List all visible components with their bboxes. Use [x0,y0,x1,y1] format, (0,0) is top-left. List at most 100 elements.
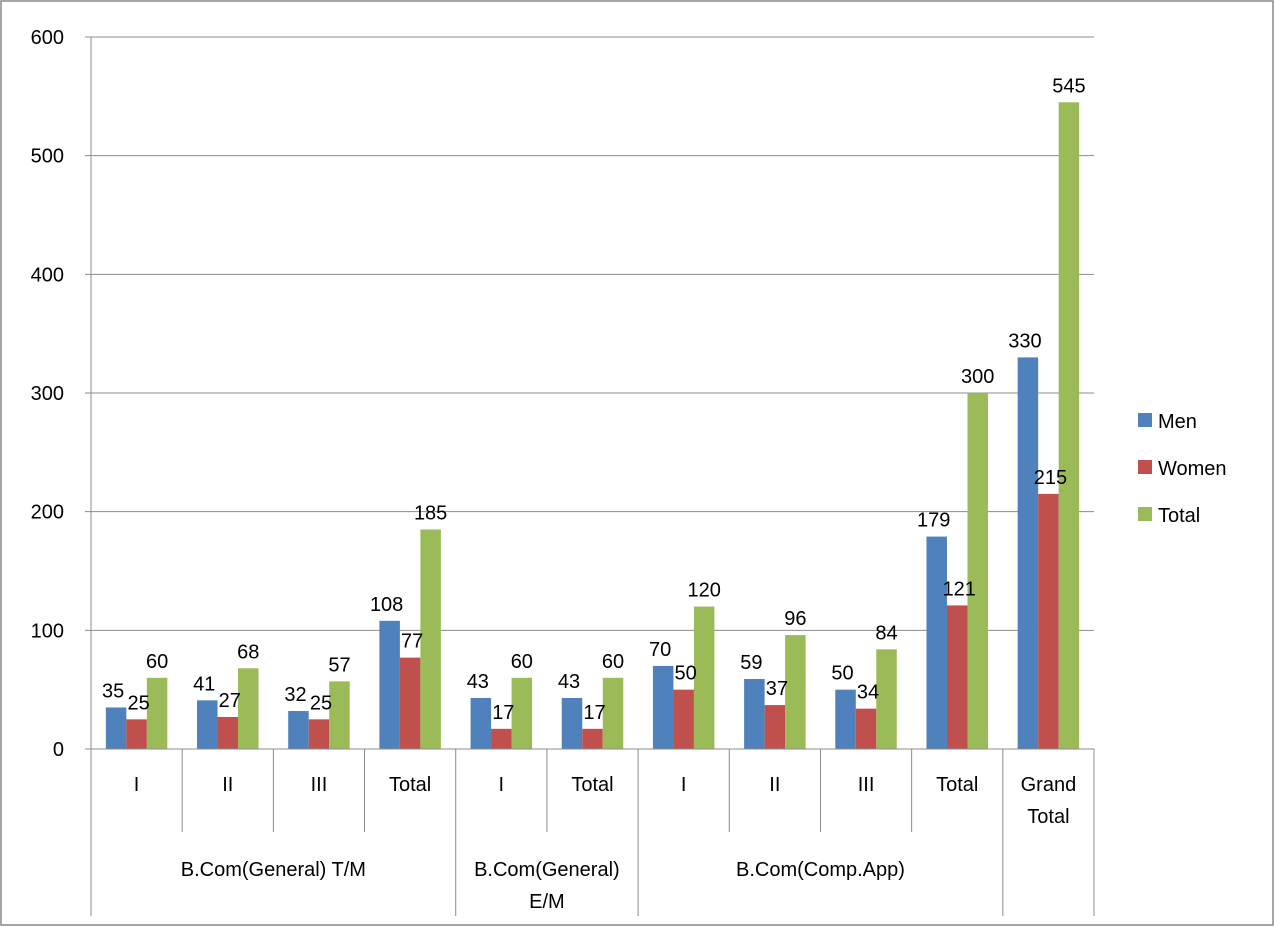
bar-women-6 [673,689,694,749]
bar-women-9 [946,605,968,749]
group-label: B.Com(General) [474,859,620,881]
group-label: B.Com(Comp.App) [736,859,905,881]
bar-men-2 [288,711,309,749]
data-label-men: 43 [558,671,580,693]
bar-total-8 [876,649,897,749]
bar-total-4 [511,677,533,749]
data-label-men: 35 [102,680,124,702]
data-label-men: 330 [1008,330,1041,352]
legend-swatch-women [1138,460,1152,474]
bar-total-1 [238,668,259,749]
category-label: I [134,774,140,796]
bar-total-2 [329,681,350,749]
data-label-women: 121 [943,578,976,600]
y-tick-label: 500 [31,146,64,168]
data-label-women: 17 [492,702,514,724]
bar-women-2 [308,719,330,749]
bar-total-0 [146,677,168,749]
bar-men-6 [652,665,674,749]
bar-men-8 [835,689,856,749]
y-tick-label: 600 [31,27,64,49]
data-label-total: 300 [961,366,994,388]
category-label: Total [389,774,431,796]
legend-label-total: Total [1158,505,1200,527]
data-label-men: 59 [740,652,762,674]
legend-swatch-total [1138,507,1152,521]
bar-women-0 [126,719,147,749]
category-label: Grand [1021,774,1077,796]
data-label-men: 41 [193,673,215,695]
bar-women-10 [1038,493,1059,749]
bar-total-3 [420,529,441,749]
y-tick-label: 300 [31,383,64,405]
data-label-men: 32 [284,684,306,706]
category-label: III [311,774,328,796]
bar-women-3 [399,657,421,749]
data-label-women: 50 [675,663,697,685]
legend-swatch-men [1138,413,1152,427]
bar-men-7 [744,678,765,749]
gridlines [85,36,1094,750]
bar-men-4 [470,697,492,749]
data-label-women: 25 [127,692,149,714]
bar-total-9 [967,393,988,749]
category-label: Total [571,774,613,796]
bar-total-10 [1058,102,1080,750]
bar-total-7 [785,635,806,749]
category-label: I [499,774,505,796]
y-tick-label: 200 [31,502,64,524]
y-tick-label: 0 [53,739,64,761]
bar-men-0 [105,707,127,749]
data-label-total: 60 [511,651,533,673]
category-label: I [681,774,687,796]
data-label-women: 37 [766,678,788,700]
legend: Men Women Total [1138,411,1227,527]
data-label-women: 27 [219,690,241,712]
data-label-total: 60 [146,651,168,673]
bar-women-8 [855,708,877,749]
data-label-women: 17 [583,702,605,724]
group-label: E/M [529,891,565,913]
category-label: III [858,774,875,796]
data-label-total: 185 [414,502,447,524]
bar-total-6 [693,606,715,749]
y-axis: 0 100 200 300 400 500 600 [31,27,92,761]
bar-women-1 [217,716,239,749]
data-label-total: 68 [237,641,259,663]
x-axis: I II III Total I Total I II III Total GrandTotalB.… [90,748,1095,916]
data-label-total: 545 [1052,75,1085,97]
bar-women-5 [582,728,603,749]
category-label: II [222,774,233,796]
bar-men-5 [561,697,583,749]
bar-men-1 [197,700,218,749]
data-label-total: 120 [687,580,720,602]
group-label: B.Com(General) T/M [181,859,366,881]
category-label: Total [1027,806,1069,828]
data-label-men: 108 [370,594,403,616]
data-label-total: 84 [875,622,897,644]
data-label-total: 57 [328,654,350,676]
data-label-men: 70 [649,639,671,661]
data-label-total: 60 [602,651,624,673]
data-label-women: 34 [857,682,879,704]
category-label: Total [936,774,978,796]
bar-men-9 [926,536,947,749]
y-tick-label: 100 [31,620,64,642]
data-label-women: 215 [1034,467,1067,489]
data-label-women: 77 [401,631,423,653]
data-label-men: 179 [917,510,950,532]
bar-men-10 [1017,357,1039,749]
data-label-total: 96 [784,608,806,630]
category-label: II [769,774,780,796]
data-label-men: 43 [467,671,489,693]
legend-label-men: Men [1158,411,1197,433]
bar-women-4 [491,728,512,749]
bar-men-3 [379,620,400,749]
bar-total-5 [602,677,624,749]
y-tick-label: 400 [31,264,64,286]
data-label-women: 25 [310,692,332,714]
